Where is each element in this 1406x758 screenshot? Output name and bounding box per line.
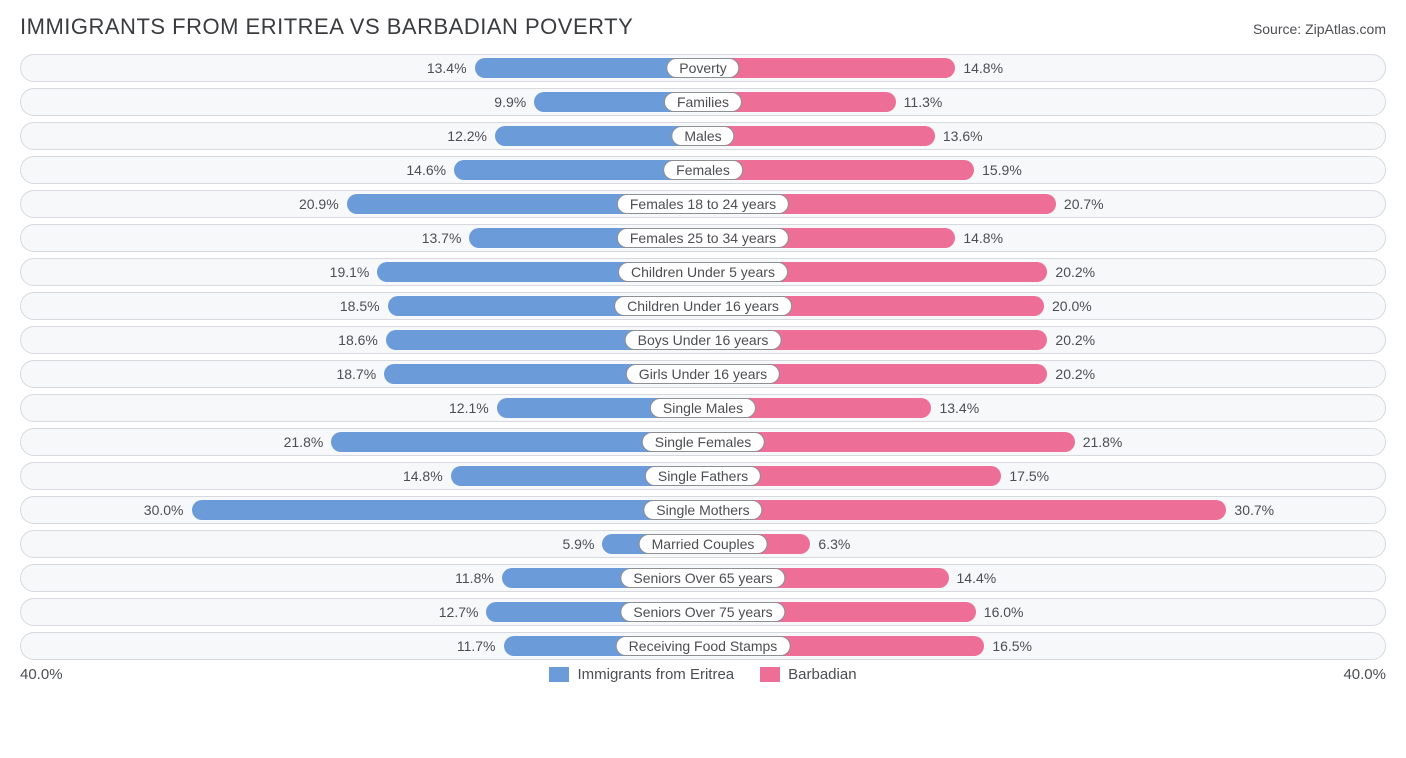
bar-row: 14.8% 17.5% Single Fathers [20,462,1386,490]
legend-item-left: Immigrants from Eritrea [549,666,734,683]
value-right: 17.5% [1009,468,1049,484]
value-left: 12.1% [449,400,489,416]
value-left: 30.0% [144,502,184,518]
category-label: Seniors Over 65 years [620,568,785,588]
axis-max-right: 40.0% [1343,666,1386,683]
category-label: Single Females [642,432,765,452]
category-label: Females [663,160,743,180]
value-left: 9.9% [494,94,526,110]
bar-row: 20.9% 20.7% Females 18 to 24 years [20,190,1386,218]
value-right: 20.2% [1055,332,1095,348]
value-left: 12.7% [439,604,479,620]
value-left: 14.8% [403,468,443,484]
value-left: 14.6% [406,162,446,178]
value-right: 6.3% [818,536,850,552]
bar-row: 18.6% 20.2% Boys Under 16 years [20,326,1386,354]
legend-item-right: Barbadian [760,666,856,683]
bar-row: 18.5% 20.0% Children Under 16 years [20,292,1386,320]
value-left: 18.6% [338,332,378,348]
category-label: Receiving Food Stamps [616,636,791,656]
value-right: 16.5% [992,638,1032,654]
category-label: Boys Under 16 years [625,330,782,350]
category-label: Girls Under 16 years [626,364,780,384]
value-right: 20.0% [1052,298,1092,314]
bar-right [703,126,935,146]
chart-title: IMMIGRANTS FROM ERITREA VS BARBADIAN POV… [20,14,633,40]
bar-row: 14.6% 15.9% Females [20,156,1386,184]
category-label: Families [664,92,742,112]
bar-row: 19.1% 20.2% Children Under 5 years [20,258,1386,286]
axis-max-left: 40.0% [20,666,63,683]
legend-label-left: Immigrants from Eritrea [577,666,734,683]
legend-swatch-left [549,667,569,682]
source-name: ZipAtlas.com [1305,21,1386,37]
bar-row: 12.1% 13.4% Single Males [20,394,1386,422]
chart-source: Source: ZipAtlas.com [1253,21,1386,37]
legend-swatch-right [760,667,780,682]
value-right: 16.0% [984,604,1024,620]
value-left: 13.4% [427,60,467,76]
bar-row: 13.4% 14.8% Poverty [20,54,1386,82]
value-left: 18.7% [336,366,376,382]
bar-row: 18.7% 20.2% Girls Under 16 years [20,360,1386,388]
category-label: Children Under 16 years [614,296,792,316]
value-left: 11.8% [455,570,494,586]
category-label: Single Mothers [643,500,762,520]
value-right: 11.3% [904,94,943,110]
category-label: Married Couples [639,534,768,554]
bar-right [703,58,955,78]
legend-label-right: Barbadian [788,666,856,683]
value-left: 19.1% [330,264,370,280]
category-label: Females 25 to 34 years [617,228,789,248]
category-label: Males [671,126,734,146]
value-right: 13.6% [943,128,983,144]
category-label: Seniors Over 75 years [620,602,785,622]
value-right: 21.8% [1083,434,1123,450]
value-left: 21.8% [284,434,324,450]
bar-row: 12.7% 16.0% Seniors Over 75 years [20,598,1386,626]
chart-header: IMMIGRANTS FROM ERITREA VS BARBADIAN POV… [20,14,1386,40]
diverging-bar-chart: 13.4%14.8%Poverty9.9%11.3%Families12.2%1… [20,54,1386,660]
chart-footer: 40.0% Immigrants from Eritrea Barbadian … [20,666,1386,683]
value-left: 12.2% [447,128,487,144]
bar-row: 11.7% 16.5% Receiving Food Stamps [20,632,1386,660]
value-right: 20.2% [1055,264,1095,280]
value-right: 14.4% [957,570,997,586]
category-label: Single Fathers [645,466,761,486]
value-right: 30.7% [1234,502,1274,518]
value-right: 20.7% [1064,196,1104,212]
value-right: 20.2% [1055,366,1095,382]
value-right: 14.8% [963,60,1003,76]
bar-right [703,160,974,180]
bar-row: 11.8% 14.4% Seniors Over 65 years [20,564,1386,592]
bar-row: 21.8% 21.8% Single Females [20,428,1386,456]
category-label: Poverty [666,58,739,78]
category-label: Children Under 5 years [618,262,788,282]
category-label: Single Males [650,398,756,418]
value-left: 20.9% [299,196,339,212]
bar-row: 30.0% 30.7% Single Mothers [20,496,1386,524]
bar-row: 13.7% 14.8% Females 25 to 34 years [20,224,1386,252]
bar-row: 5.9% 6.3% Married Couples [20,530,1386,558]
value-right: 15.9% [982,162,1022,178]
value-left: 11.7% [457,638,496,654]
bar-row: 9.9% 11.3% Families [20,88,1386,116]
bar-left [192,500,704,520]
bar-row: 12.2% 13.6% Males [20,122,1386,150]
value-right: 13.4% [939,400,979,416]
value-right: 14.8% [963,230,1003,246]
category-label: Females 18 to 24 years [617,194,789,214]
source-prefix: Source: [1253,21,1305,37]
value-left: 18.5% [340,298,380,314]
legend: Immigrants from Eritrea Barbadian [549,666,856,683]
value-left: 13.7% [422,230,462,246]
value-left: 5.9% [562,536,594,552]
bar-right [703,500,1226,520]
